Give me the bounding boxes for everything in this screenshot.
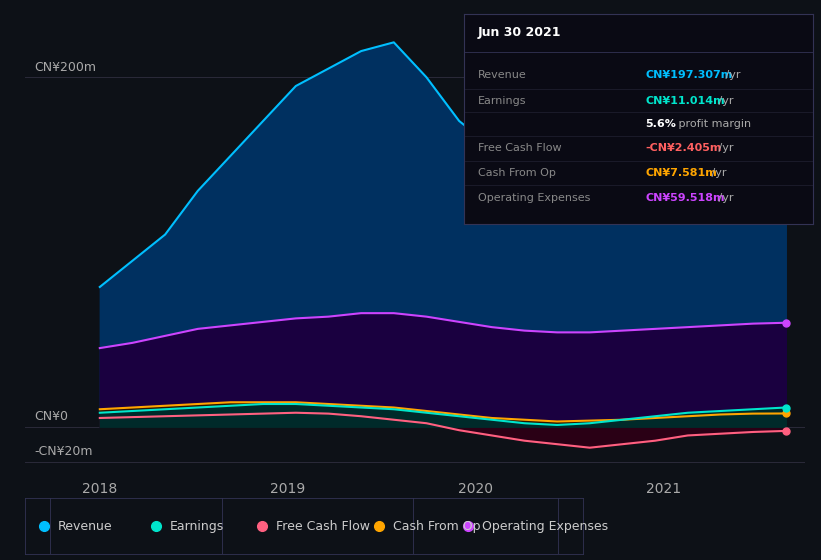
Text: Earnings: Earnings [170,520,224,533]
Text: -CN¥2.405m: -CN¥2.405m [645,143,722,153]
Text: /yr: /yr [715,193,734,203]
Text: /yr: /yr [709,167,727,178]
Text: CN¥7.581m: CN¥7.581m [645,167,717,178]
Text: CN¥0: CN¥0 [34,410,68,423]
Text: Earnings: Earnings [478,96,526,106]
Text: Revenue: Revenue [478,70,526,80]
Text: Cash From Op: Cash From Op [393,520,480,533]
Text: Revenue: Revenue [58,520,112,533]
Text: Free Cash Flow: Free Cash Flow [478,143,562,153]
Text: Operating Expenses: Operating Expenses [483,520,608,533]
Text: /yr: /yr [715,143,734,153]
Text: CN¥200m: CN¥200m [34,61,96,74]
Text: Jun 30 2021: Jun 30 2021 [478,26,562,39]
Text: Cash From Op: Cash From Op [478,167,556,178]
Text: /yr: /yr [715,96,734,106]
Text: Free Cash Flow: Free Cash Flow [276,520,369,533]
Text: CN¥11.014m: CN¥11.014m [645,96,725,106]
Text: Operating Expenses: Operating Expenses [478,193,590,203]
Text: 5.6%: 5.6% [645,119,677,129]
Text: profit margin: profit margin [676,119,751,129]
Text: -CN¥20m: -CN¥20m [34,445,93,458]
Text: CN¥197.307m: CN¥197.307m [645,70,732,80]
Text: CN¥59.518m: CN¥59.518m [645,193,725,203]
Text: /yr: /yr [722,70,741,80]
